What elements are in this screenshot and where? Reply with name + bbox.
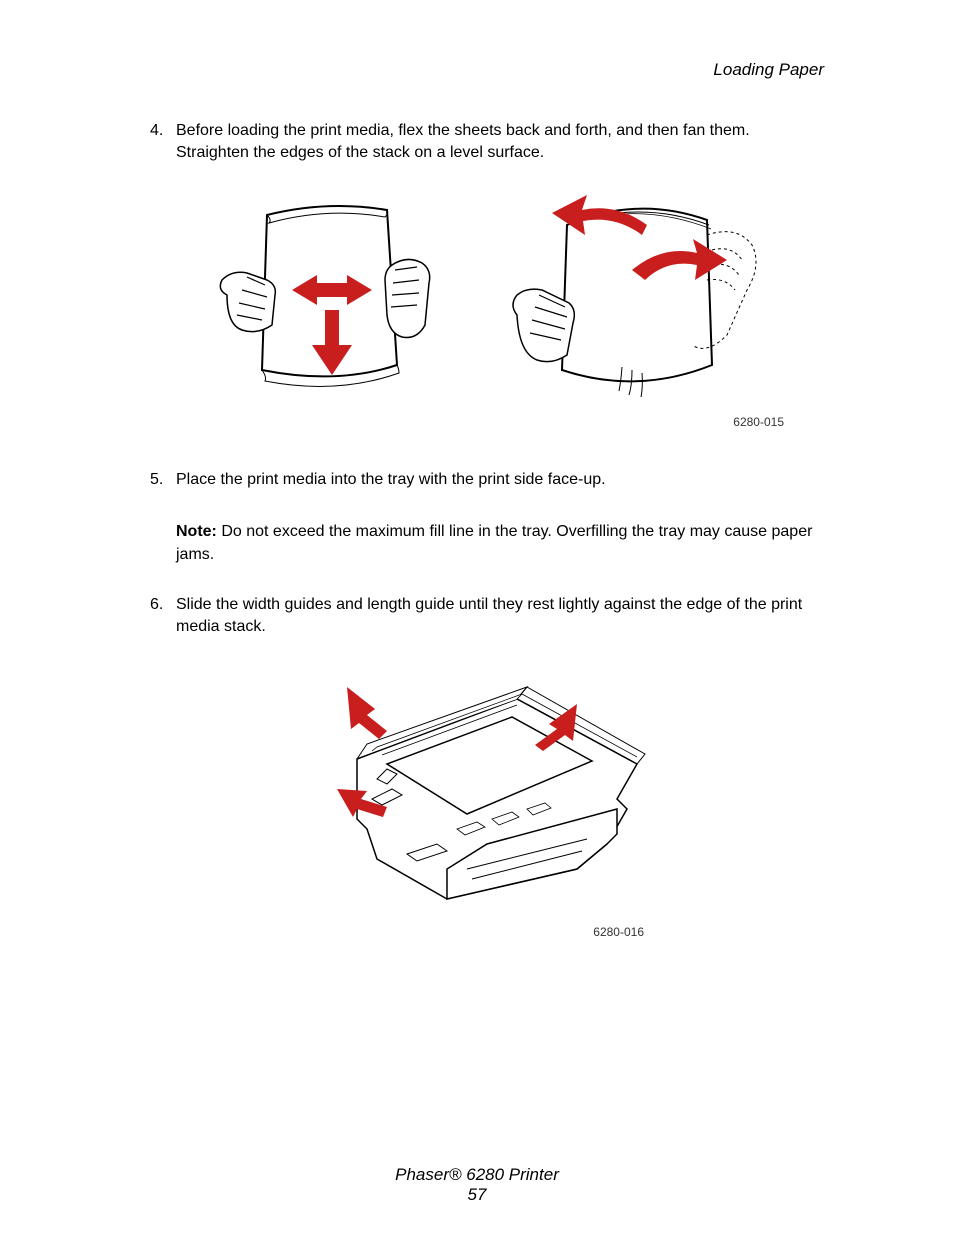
- figure-caption-2: 6280-016: [150, 925, 824, 939]
- step-number: 6.: [150, 594, 176, 639]
- instruction-steps-cont: 5. Place the print media into the tray w…: [150, 469, 824, 639]
- right-hand-icon: [385, 259, 430, 337]
- figure-flex-fan: [150, 195, 824, 405]
- step-text: Before loading the print media, flex the…: [176, 120, 824, 165]
- illustration-fan-paper: [497, 195, 767, 405]
- figure-tray: [150, 669, 824, 919]
- note-block: Note: Do not exceed the maximum fill lin…: [176, 521, 824, 566]
- step-6: 6. Slide the width guides and length gui…: [150, 594, 824, 639]
- step-number: 5.: [150, 469, 176, 580]
- step-number: 4.: [150, 120, 176, 165]
- step-text: Place the print media into the tray with…: [176, 469, 824, 580]
- illustration-paper-tray: [317, 669, 657, 919]
- step-5-text: Place the print media into the tray with…: [176, 471, 606, 488]
- step-4: 4. Before loading the print media, flex …: [150, 120, 824, 165]
- illustration-flex-paper: [207, 195, 457, 405]
- note-text: Do not exceed the maximum fill line in t…: [176, 523, 812, 562]
- step-text: Slide the width guides and length guide …: [176, 594, 824, 639]
- figure-caption-1: 6280-015: [150, 415, 824, 429]
- instruction-steps: 4. Before loading the print media, flex …: [150, 120, 824, 165]
- footer-page-number: 57: [0, 1185, 954, 1205]
- left-hand-icon: [220, 272, 275, 331]
- note-label: Note:: [176, 523, 217, 540]
- document-page: Loading Paper 4. Before loading the prin…: [0, 0, 954, 1235]
- page-footer: Phaser® 6280 Printer 57: [0, 1165, 954, 1205]
- header-section-title: Loading Paper: [150, 60, 824, 80]
- footer-product: Phaser® 6280 Printer: [0, 1165, 954, 1185]
- step-5: 5. Place the print media into the tray w…: [150, 469, 824, 580]
